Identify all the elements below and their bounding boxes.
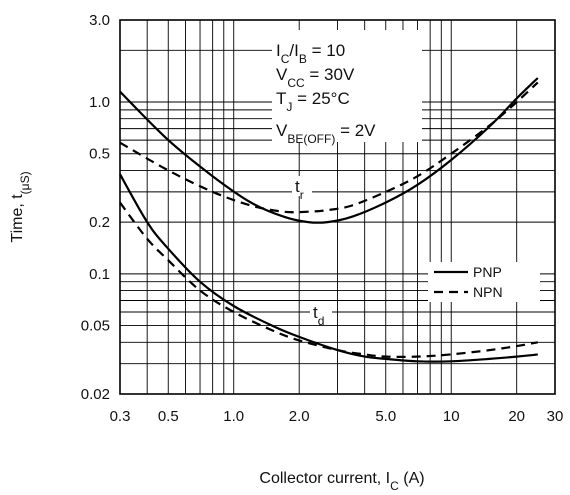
x-tick-labels: 0.3 0.5 1.0 2.0 5.0 10 20 30 bbox=[110, 408, 564, 425]
y-tick-label: 3.0 bbox=[89, 12, 110, 29]
legend: PNP NPN bbox=[434, 264, 503, 300]
condition-line: TJ = 25°C bbox=[276, 89, 350, 114]
y-tick-labels: 3.0 1.0 0.5 0.2 0.1 0.05 0.02 bbox=[81, 12, 110, 403]
x-tick-label: 0.5 bbox=[158, 408, 179, 425]
legend-label-npn: NPN bbox=[473, 284, 503, 300]
series-line-td-npn bbox=[119, 201, 538, 358]
legend-background bbox=[428, 262, 540, 302]
y-tick-label: 0.05 bbox=[81, 318, 110, 335]
x-tick-label: 0.3 bbox=[110, 408, 131, 425]
x-tick-label: 1.0 bbox=[223, 408, 244, 425]
legend-label-pnp: PNP bbox=[473, 264, 502, 280]
y-tick-label: 0.1 bbox=[89, 266, 110, 283]
x-tick-label: 20 bbox=[508, 408, 525, 425]
condition-line: IC/IB = 10 bbox=[276, 41, 345, 66]
curve-label-td: td bbox=[313, 303, 324, 328]
x-axis-label: Collector current, IC (A) bbox=[259, 470, 424, 493]
condition-line: VBE(OFF) = 2V bbox=[276, 121, 376, 146]
condition-line: VCC = 30V bbox=[276, 65, 355, 90]
y-tick-label: 0.5 bbox=[89, 146, 110, 163]
tr-label-background bbox=[292, 176, 312, 196]
x-tick-label: 2.0 bbox=[289, 408, 310, 425]
x-tick-label: 5.0 bbox=[375, 408, 396, 425]
curve-label-tr: tr bbox=[295, 177, 304, 202]
series-line-tr-pnp bbox=[119, 77, 539, 224]
y-tick-label: 0.02 bbox=[81, 386, 110, 403]
y-axis-label: Time, t(μS) bbox=[9, 171, 32, 242]
x-tick-label: 10 bbox=[443, 408, 460, 425]
series-layer bbox=[119, 77, 539, 363]
td-label-background bbox=[310, 303, 332, 323]
x-tick-label: 30 bbox=[547, 408, 564, 425]
plot-frame bbox=[119, 19, 556, 395]
series-line-tr-npn bbox=[119, 81, 539, 214]
conditions-background bbox=[272, 30, 422, 142]
y-tick-label: 1.0 bbox=[89, 94, 110, 111]
y-tick-label: 0.2 bbox=[89, 214, 110, 231]
